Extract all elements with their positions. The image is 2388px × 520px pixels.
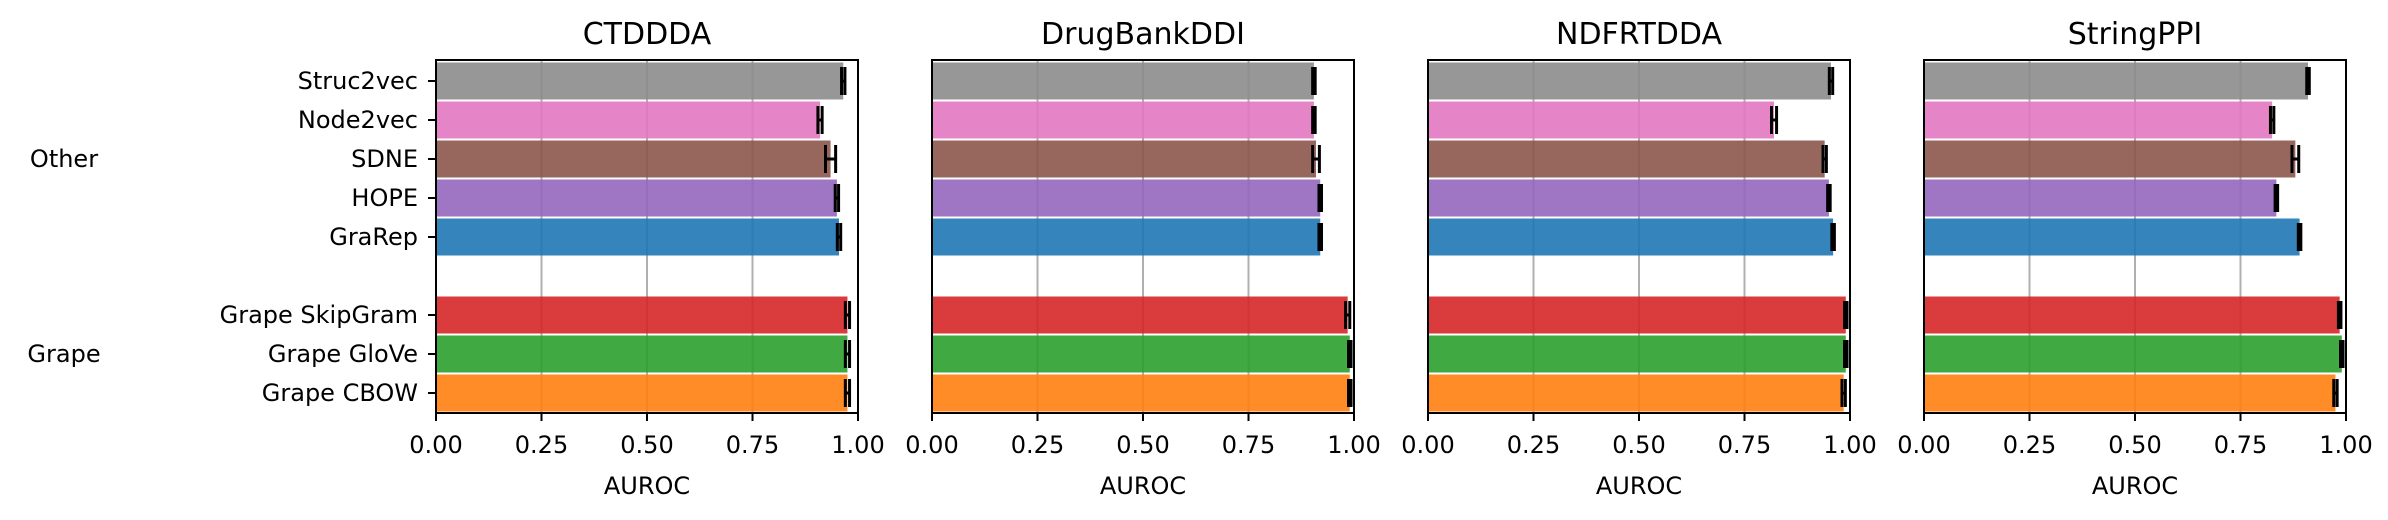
bar-grarep xyxy=(1428,218,1834,256)
bar-grape-glove xyxy=(1428,335,1846,373)
category-label-0: Struc2vec xyxy=(298,67,418,95)
panel-title: DrugBankDDI xyxy=(1041,17,1245,52)
x-tick-label: 0.50 xyxy=(1612,431,1665,459)
bar-sdne xyxy=(436,140,831,178)
bar-grape-glove xyxy=(932,335,1350,373)
panel-2: 0.00 0.25 0.50 0.75 1.00 NDFRTDDA AUROC xyxy=(1401,17,1876,500)
bar-grape-skipgram xyxy=(932,296,1348,334)
category-label-4: GraRep xyxy=(329,223,418,251)
bar-node2vec xyxy=(436,101,821,139)
x-tick-label: 0.75 xyxy=(1222,431,1275,459)
x-tick-label: 1.00 xyxy=(1823,431,1876,459)
x-tick-label: 0.25 xyxy=(515,431,568,459)
bar-grarep xyxy=(1924,218,2300,256)
bar-grape-skipgram xyxy=(436,296,848,334)
bar-grarep xyxy=(436,218,840,256)
x-tick-label: 0.50 xyxy=(1116,431,1169,459)
category-label-3: HOPE xyxy=(351,184,418,212)
x-tick-label: 1.00 xyxy=(1327,431,1380,459)
x-tick-label: 0.25 xyxy=(2003,431,2056,459)
bar-hope xyxy=(1924,179,2277,217)
panel-3: 0.00 0.25 0.50 0.75 1.00 StringPPI AUROC xyxy=(1897,17,2372,500)
bar-grape-glove xyxy=(436,335,848,373)
panel-title: StringPPI xyxy=(2068,17,2203,52)
x-tick-label: 0.75 xyxy=(2214,431,2267,459)
bar-hope xyxy=(436,179,837,217)
bar-struc2vec xyxy=(1924,62,2309,100)
bar-node2vec xyxy=(1428,101,1775,139)
x-tick-label: 1.00 xyxy=(831,431,884,459)
category-label-1: Node2vec xyxy=(298,106,418,134)
x-axis-label: AUROC xyxy=(1596,472,1682,500)
x-tick-label: 0.00 xyxy=(905,431,958,459)
bar-hope xyxy=(932,179,1321,217)
panel-title: NDFRTDDA xyxy=(1556,17,1722,52)
group-label-0: Other xyxy=(30,145,98,173)
category-label-2: SDNE xyxy=(351,145,418,173)
x-tick-label: 0.50 xyxy=(2108,431,2161,459)
x-axis-label: AUROC xyxy=(1100,472,1186,500)
category-label-7: Grape CBOW xyxy=(262,379,418,407)
bar-sdne xyxy=(932,140,1317,178)
x-tick-label: 0.00 xyxy=(409,431,462,459)
bar-sdne xyxy=(1428,140,1825,178)
panel-0: 0.00 0.25 0.50 0.75 1.00 CTDDDA AUROC xyxy=(409,17,884,500)
bar-grape-skipgram xyxy=(1924,296,2340,334)
panel-title: CTDDDA xyxy=(583,17,712,52)
x-axis-label: AUROC xyxy=(2092,472,2178,500)
bar-grape-glove xyxy=(1924,335,2342,373)
bar-struc2vec xyxy=(932,62,1314,100)
x-axis-label: AUROC xyxy=(604,472,690,500)
x-tick-label: 1.00 xyxy=(2319,431,2372,459)
category-label-6: Grape GloVe xyxy=(268,340,418,368)
bar-grape-cbow xyxy=(436,374,848,412)
bar-node2vec xyxy=(1924,101,2273,139)
category-label-5: Grape SkipGram xyxy=(220,301,418,329)
x-tick-label: 0.50 xyxy=(620,431,673,459)
x-tick-label: 0.75 xyxy=(726,431,779,459)
bar-sdne xyxy=(1924,140,2296,178)
bar-grape-cbow xyxy=(932,374,1350,412)
bar-node2vec xyxy=(932,101,1314,139)
x-tick-label: 0.25 xyxy=(1011,431,1064,459)
bar-hope xyxy=(1428,179,1829,217)
bar-grape-cbow xyxy=(1924,374,2336,412)
bar-grape-skipgram xyxy=(1428,296,1846,334)
bar-struc2vec xyxy=(1428,62,1832,100)
bar-grape-cbow xyxy=(1428,374,1844,412)
panel-1: 0.00 0.25 0.50 0.75 1.00 DrugBankDDI AUROC xyxy=(905,17,1380,500)
bar-struc2vec xyxy=(436,62,844,100)
x-tick-label: 0.25 xyxy=(1507,431,1560,459)
x-tick-label: 0.75 xyxy=(1718,431,1771,459)
bar-grarep xyxy=(932,218,1321,256)
x-tick-label: 0.00 xyxy=(1401,431,1454,459)
group-label-1: Grape xyxy=(27,340,100,368)
x-tick-label: 0.00 xyxy=(1897,431,1950,459)
